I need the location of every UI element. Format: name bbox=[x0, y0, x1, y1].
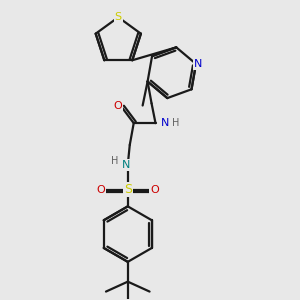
Text: S: S bbox=[124, 183, 132, 196]
Text: O: O bbox=[150, 184, 159, 194]
Text: S: S bbox=[115, 12, 122, 22]
Text: O: O bbox=[97, 184, 105, 194]
Text: O: O bbox=[113, 101, 122, 111]
Text: N: N bbox=[194, 59, 202, 69]
Text: N: N bbox=[161, 118, 170, 128]
Text: H: H bbox=[111, 156, 118, 166]
Text: H: H bbox=[172, 118, 179, 128]
Text: N: N bbox=[122, 160, 130, 170]
